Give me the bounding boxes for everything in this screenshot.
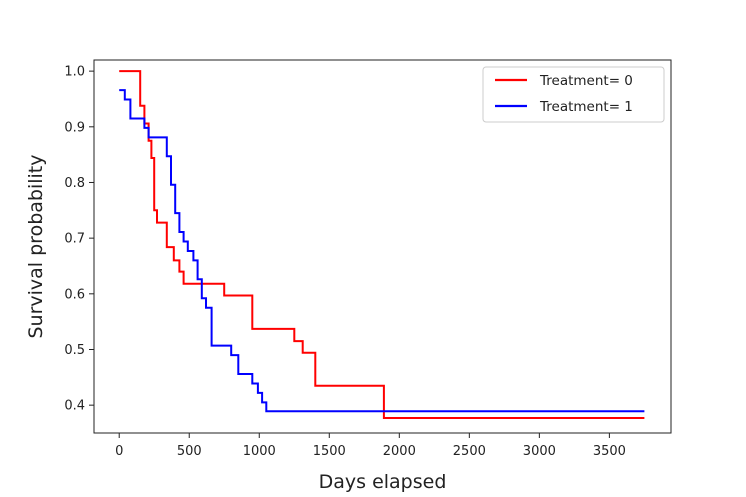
series-line-treatment-1 [119, 89, 645, 413]
legend-label-treatment-1: Treatment= 1 [539, 99, 633, 115]
series-group [119, 70, 645, 419]
x-tick-label: 0 [115, 444, 123, 459]
x-axis-ticks: 0 500 1000 1500 2000 2500 3000 3500 [115, 433, 626, 459]
x-tick-label: 2500 [453, 444, 486, 459]
y-tick-label: 0.7 [64, 232, 85, 247]
legend-box [482, 66, 665, 123]
legend-label-treatment-0: Treatment= 0 [539, 73, 633, 89]
legend: Treatment= 0 Treatment= 1 [482, 66, 665, 123]
x-tick-label: 500 [177, 444, 202, 459]
y-tick-label: 1.0 [64, 65, 85, 80]
plot-area: 0 500 1000 1500 2000 2500 3000 3500 0.40.50.60.… [64, 59, 672, 459]
x-tick-label: 1000 [243, 444, 276, 459]
x-tick-label: 1500 [313, 444, 346, 459]
y-tick-label: 0.6 [64, 287, 85, 302]
y-tick-label: 0.8 [64, 176, 85, 191]
plot-frame [93, 59, 672, 434]
y-tick-label: 0.4 [64, 399, 85, 414]
y-tick-label: 0.9 [64, 120, 85, 135]
x-tick-label: 3500 [593, 444, 626, 459]
series-line-treatment-0 [119, 70, 645, 419]
y-axis-ticks: 0.4 0.5 0.6 0.7 0.8 0.9 1.0 [64, 65, 94, 414]
x-tick-label: 2000 [383, 444, 416, 459]
x-axis-title: Days elapsed [319, 471, 447, 493]
y-tick-label: 0.5 [64, 343, 85, 358]
y-axis-title: Survival probability [25, 154, 47, 338]
x-tick-label: 3000 [523, 444, 556, 459]
